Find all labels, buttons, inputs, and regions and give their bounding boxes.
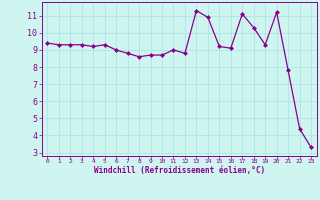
X-axis label: Windchill (Refroidissement éolien,°C): Windchill (Refroidissement éolien,°C) — [94, 166, 265, 175]
